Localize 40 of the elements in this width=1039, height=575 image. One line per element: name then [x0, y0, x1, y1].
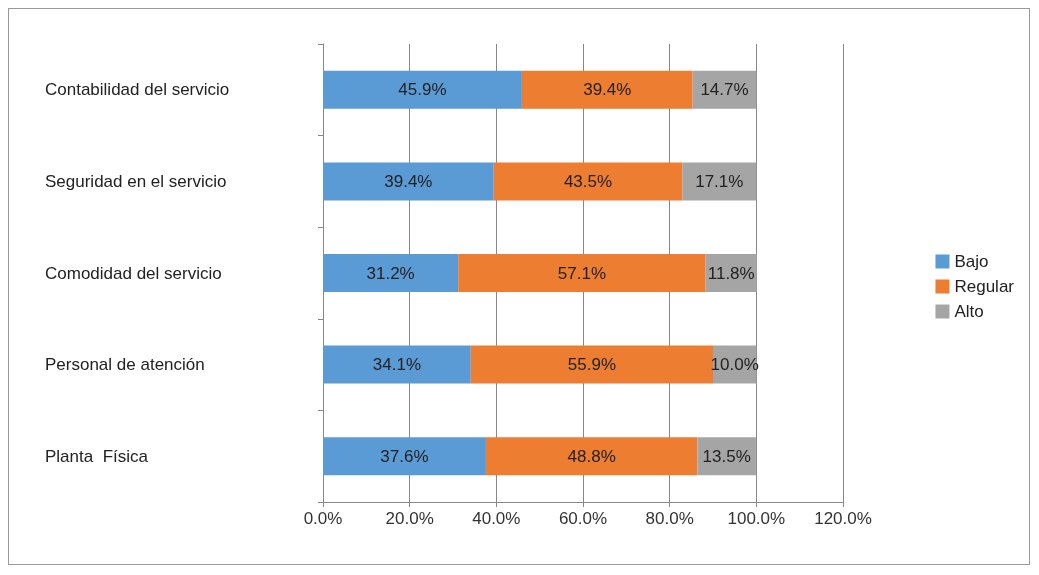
y-tick-label: Planta Física: [45, 446, 149, 466]
legend-label: Alto: [954, 302, 984, 321]
x-tick-label: 120.0%: [814, 509, 872, 528]
data-label: 31.2%: [366, 263, 415, 283]
bar: [470, 345, 713, 384]
legend-label: Regular: [954, 277, 1015, 296]
data-label: 34.1%: [372, 355, 421, 375]
bar: [521, 70, 693, 109]
data-label: 11.8%: [707, 263, 755, 283]
bar: [323, 254, 459, 292]
x-tick-label: 40.0%: [472, 509, 521, 528]
data-label: 39.4%: [583, 80, 632, 100]
bar: [493, 162, 683, 201]
x-tick-label: 20.0%: [385, 509, 434, 528]
x-tick-label: 0.0%: [303, 509, 343, 528]
data-label: 39.4%: [384, 171, 433, 191]
bar: [458, 254, 706, 292]
x-tick-label: 60.0%: [558, 509, 608, 528]
data-label: 45.9%: [398, 80, 447, 100]
y-tick-label: Personal de atención: [45, 355, 205, 375]
bar: [323, 162, 494, 201]
bar: [323, 437, 486, 476]
data-label: 48.8%: [567, 446, 616, 466]
data-label: 17.1%: [695, 171, 744, 191]
data-label: 43.5%: [563, 171, 613, 191]
legend-label: Bajo: [954, 252, 989, 271]
data-label: 55.9%: [567, 355, 616, 375]
data-label: 57.1%: [557, 263, 607, 283]
y-tick-label: Contabilidad del servicio: [45, 80, 230, 100]
data-label: 37.6%: [380, 446, 429, 466]
y-tick-label: Comodidad del servicio: [45, 263, 222, 283]
bar: [485, 437, 698, 476]
x-tick-label: 100.0%: [727, 509, 786, 528]
bar: [682, 162, 757, 201]
data-label: 14.7%: [700, 80, 749, 100]
data-label: 13.5%: [702, 446, 751, 466]
bar: [323, 345, 471, 384]
y-tick-label: Seguridad en el servicio: [45, 171, 227, 191]
bar: [323, 70, 522, 109]
x-tick-label: 80.0%: [645, 509, 694, 528]
